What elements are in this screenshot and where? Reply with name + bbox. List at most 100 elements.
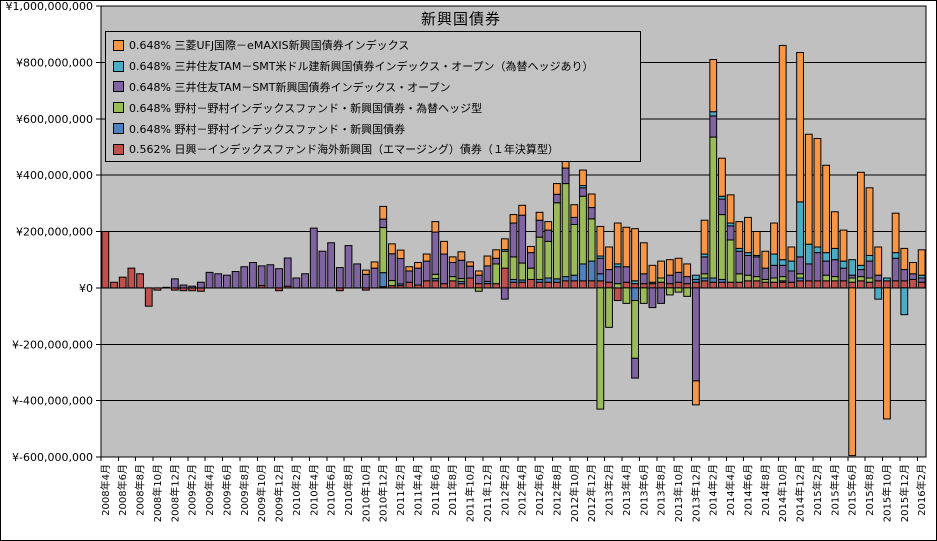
x-tick-label: 2014年12月 [794,464,807,522]
bar-segment [848,259,857,276]
bar-segment [196,287,205,292]
legend-item: 0.648% 三井住友TAM－SMT米ドル建新興国債券インデックス・オープン（為… [113,56,640,77]
x-tick-label: 2009年6月 [220,464,233,516]
bar-segment [830,276,839,282]
x-tick-label: 2011年12月 [481,464,494,522]
legend-item: 0.648% 野村－野村インデックスファンド・新興国債券 [113,118,640,139]
bar-segment [605,246,613,271]
bar-segment [587,260,596,282]
bar-segment [874,280,883,289]
bar-segment [778,281,787,289]
bar-segment [822,260,831,276]
x-tick-label: 2010年6月 [325,464,338,516]
bar-segment [648,283,657,289]
bar-segment [170,278,179,289]
x-tick-label: 2009年10月 [255,464,268,522]
y-tick-label: ¥-200,000,000 [12,338,93,351]
bar-segment [196,281,205,289]
bar-segment [613,287,622,302]
bar-segment [813,246,822,254]
bar-segment [726,225,735,241]
legend: 0.648% 三菱UFJ国際－eMAXIS新興国債券インデックス 0.648% 三… [105,31,641,162]
bar-segment [561,276,570,282]
bar-segment [804,280,813,289]
bar-segment [544,277,553,283]
y-axis-labels: ¥1,000,000,000 ¥800,000,000 ¥600,000,000 ¥4… [6,1,93,464]
y-tick-label: ¥400,000,000 [16,169,93,182]
legend-swatch [113,39,124,51]
bar-segment [891,280,900,289]
bar-segment [770,281,778,289]
bar-segment [917,249,926,276]
bar-segment [639,242,648,275]
bar-segment [691,274,700,280]
bar-segment [448,276,457,282]
bar-segment [431,231,440,275]
x-tick-label: 2012年8月 [550,464,563,516]
bar-segment [839,229,848,262]
x-tick-label: 2013年6月 [637,464,650,516]
bar-segment [709,277,718,283]
legend-item: 0.648% 三菱UFJ国際－eMAXIS新興国債券インデックス [113,35,640,56]
bar-segment [917,281,926,289]
bar-segment [735,221,744,249]
bar-segment [110,281,118,289]
bar-segment [440,240,448,255]
bar-segment [509,256,518,280]
bar-segment [639,283,648,289]
bar-segment [570,280,579,289]
bar-segment [796,256,804,275]
legend-label: 0.648% 三井住友TAM－SMT新興国債券インデックス・オープン [129,80,451,94]
bar-segment [500,267,509,289]
bar-segment [613,283,622,289]
bar-segment [379,218,388,229]
bar-segment [700,273,709,279]
x-tick-label: 2012年4月 [516,464,529,516]
legend-label: 0.648% 三菱UFJ国際－eMAXIS新興国債券インデックス [129,39,410,53]
bar-segment [327,242,336,289]
bar-segment [570,216,579,225]
bar-segment [353,263,362,289]
x-tick-label: 2012年10月 [568,464,581,522]
bar-segment [657,287,666,304]
bar-segment [153,287,162,291]
legend-label: 0.562% 日興－インデックスファンド海外新興国（エマージング）債券（１年決算… [129,143,559,157]
bar-segment [657,277,666,283]
bar-segment [839,260,848,269]
bar-segment [752,256,761,278]
bar-segment [249,262,257,289]
bar-segment [796,201,804,258]
bar-segment [553,202,561,280]
bar-segment [553,281,561,289]
bar-segment [770,222,778,255]
y-tick-label: ¥0 [79,282,93,295]
bar-segment [770,253,778,266]
bar-segment [561,167,570,185]
bar-segment [744,280,752,289]
x-tick-label: 2008年6月 [116,464,129,516]
bar-segment [361,273,370,289]
x-tick-label: 2011年8月 [446,464,459,516]
bar-segment [561,183,570,278]
bar-segment [874,274,883,282]
bar-segment [579,195,587,265]
x-tick-label: 2012年6月 [533,464,546,516]
y-tick-label: ¥200,000,000 [16,226,93,239]
bar-segment [388,253,396,282]
bar-segment [188,285,197,289]
x-tick-label: 2011年6月 [429,464,442,516]
bar-segment [396,249,405,260]
x-tick-label: 2014年10月 [776,464,789,522]
bar-segment [544,229,553,242]
bar-segment [900,269,909,282]
bar-segment [752,280,761,289]
x-tick-label: 2015年6月 [846,464,859,516]
bar-segment [596,280,605,289]
bar-segment [544,221,553,231]
bar-segment [448,256,457,264]
x-tick-label: 2008年8月 [134,464,147,516]
bar-segment [553,278,561,283]
bar-segment [822,164,831,254]
bar-segment [691,380,700,406]
x-tick-label: 2013年2月 [603,464,616,516]
